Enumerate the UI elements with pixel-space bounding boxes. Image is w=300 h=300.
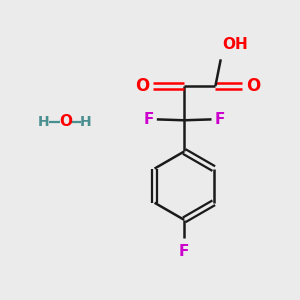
Text: F: F (214, 112, 225, 127)
Text: OH: OH (222, 37, 248, 52)
Text: O: O (135, 77, 149, 95)
Text: H: H (38, 115, 50, 129)
Text: F: F (179, 244, 189, 259)
Text: H: H (80, 115, 91, 129)
Text: F: F (143, 112, 154, 127)
Text: O: O (246, 77, 260, 95)
Text: O: O (59, 114, 72, 129)
